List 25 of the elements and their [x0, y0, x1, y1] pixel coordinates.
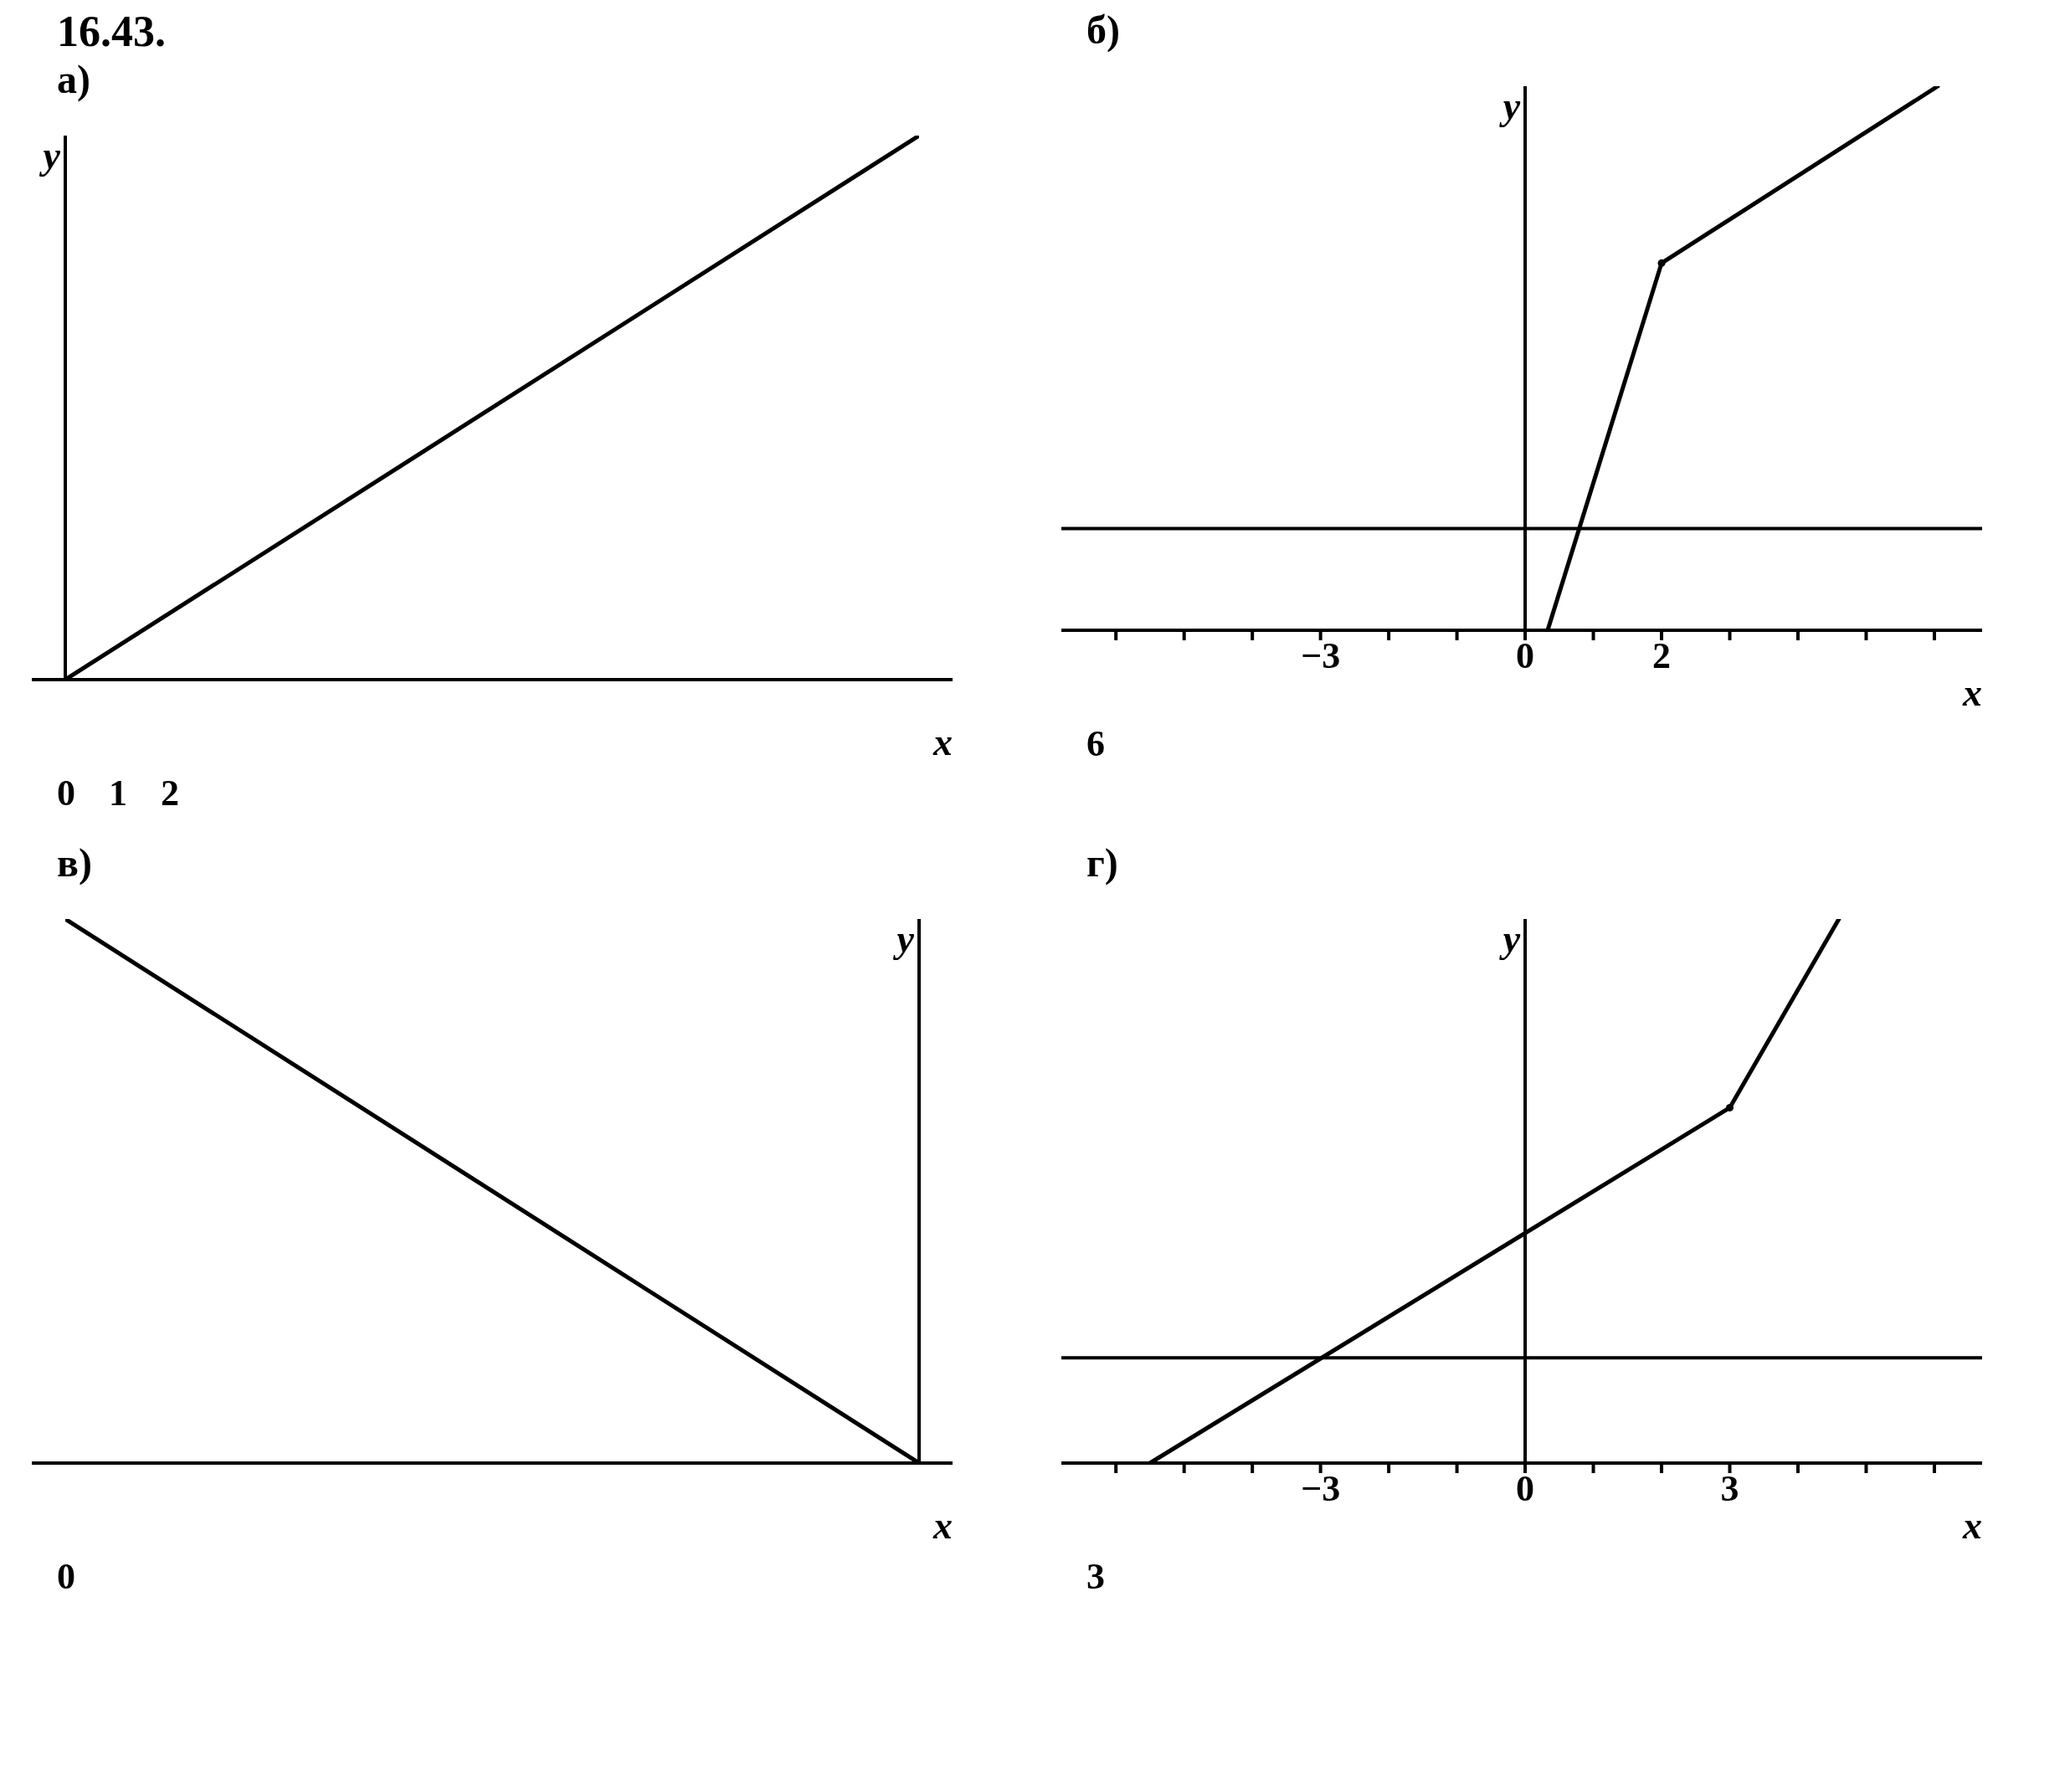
x-tick-label: 2: [1652, 635, 1672, 677]
x-axis-title: x: [932, 1504, 953, 1547]
chart-subtitle: в): [56, 840, 93, 886]
y-axis-title: y: [1498, 917, 1521, 960]
text: 6: [1086, 722, 1105, 765]
chart-subtitle: г): [1086, 840, 1119, 886]
x-axis-title: x: [932, 721, 953, 763]
y-axis-title: y: [39, 133, 61, 177]
text: 0: [57, 1555, 75, 1598]
x-tick-label: 0: [1516, 1468, 1535, 1510]
text: 0: [57, 772, 75, 814]
x-axis-title: x: [1962, 1504, 1982, 1547]
chart-title: 16.43.: [56, 7, 167, 56]
x-tick-label: −3: [1301, 1468, 1341, 1510]
text: 3: [1086, 1555, 1105, 1598]
x-tick-label: 3: [1720, 1468, 1739, 1510]
chart-subtitle: б): [1086, 7, 1121, 53]
y-axis-title: y: [1498, 84, 1521, 127]
text: 2: [161, 772, 179, 814]
y-axis-title: y: [892, 917, 915, 960]
x-tick-label: −3: [1301, 635, 1341, 677]
text: 1: [109, 772, 127, 814]
chart-subtitle: а): [56, 56, 91, 102]
x-tick-label: 0: [1516, 635, 1535, 677]
x-axis-title: x: [1962, 671, 1982, 714]
